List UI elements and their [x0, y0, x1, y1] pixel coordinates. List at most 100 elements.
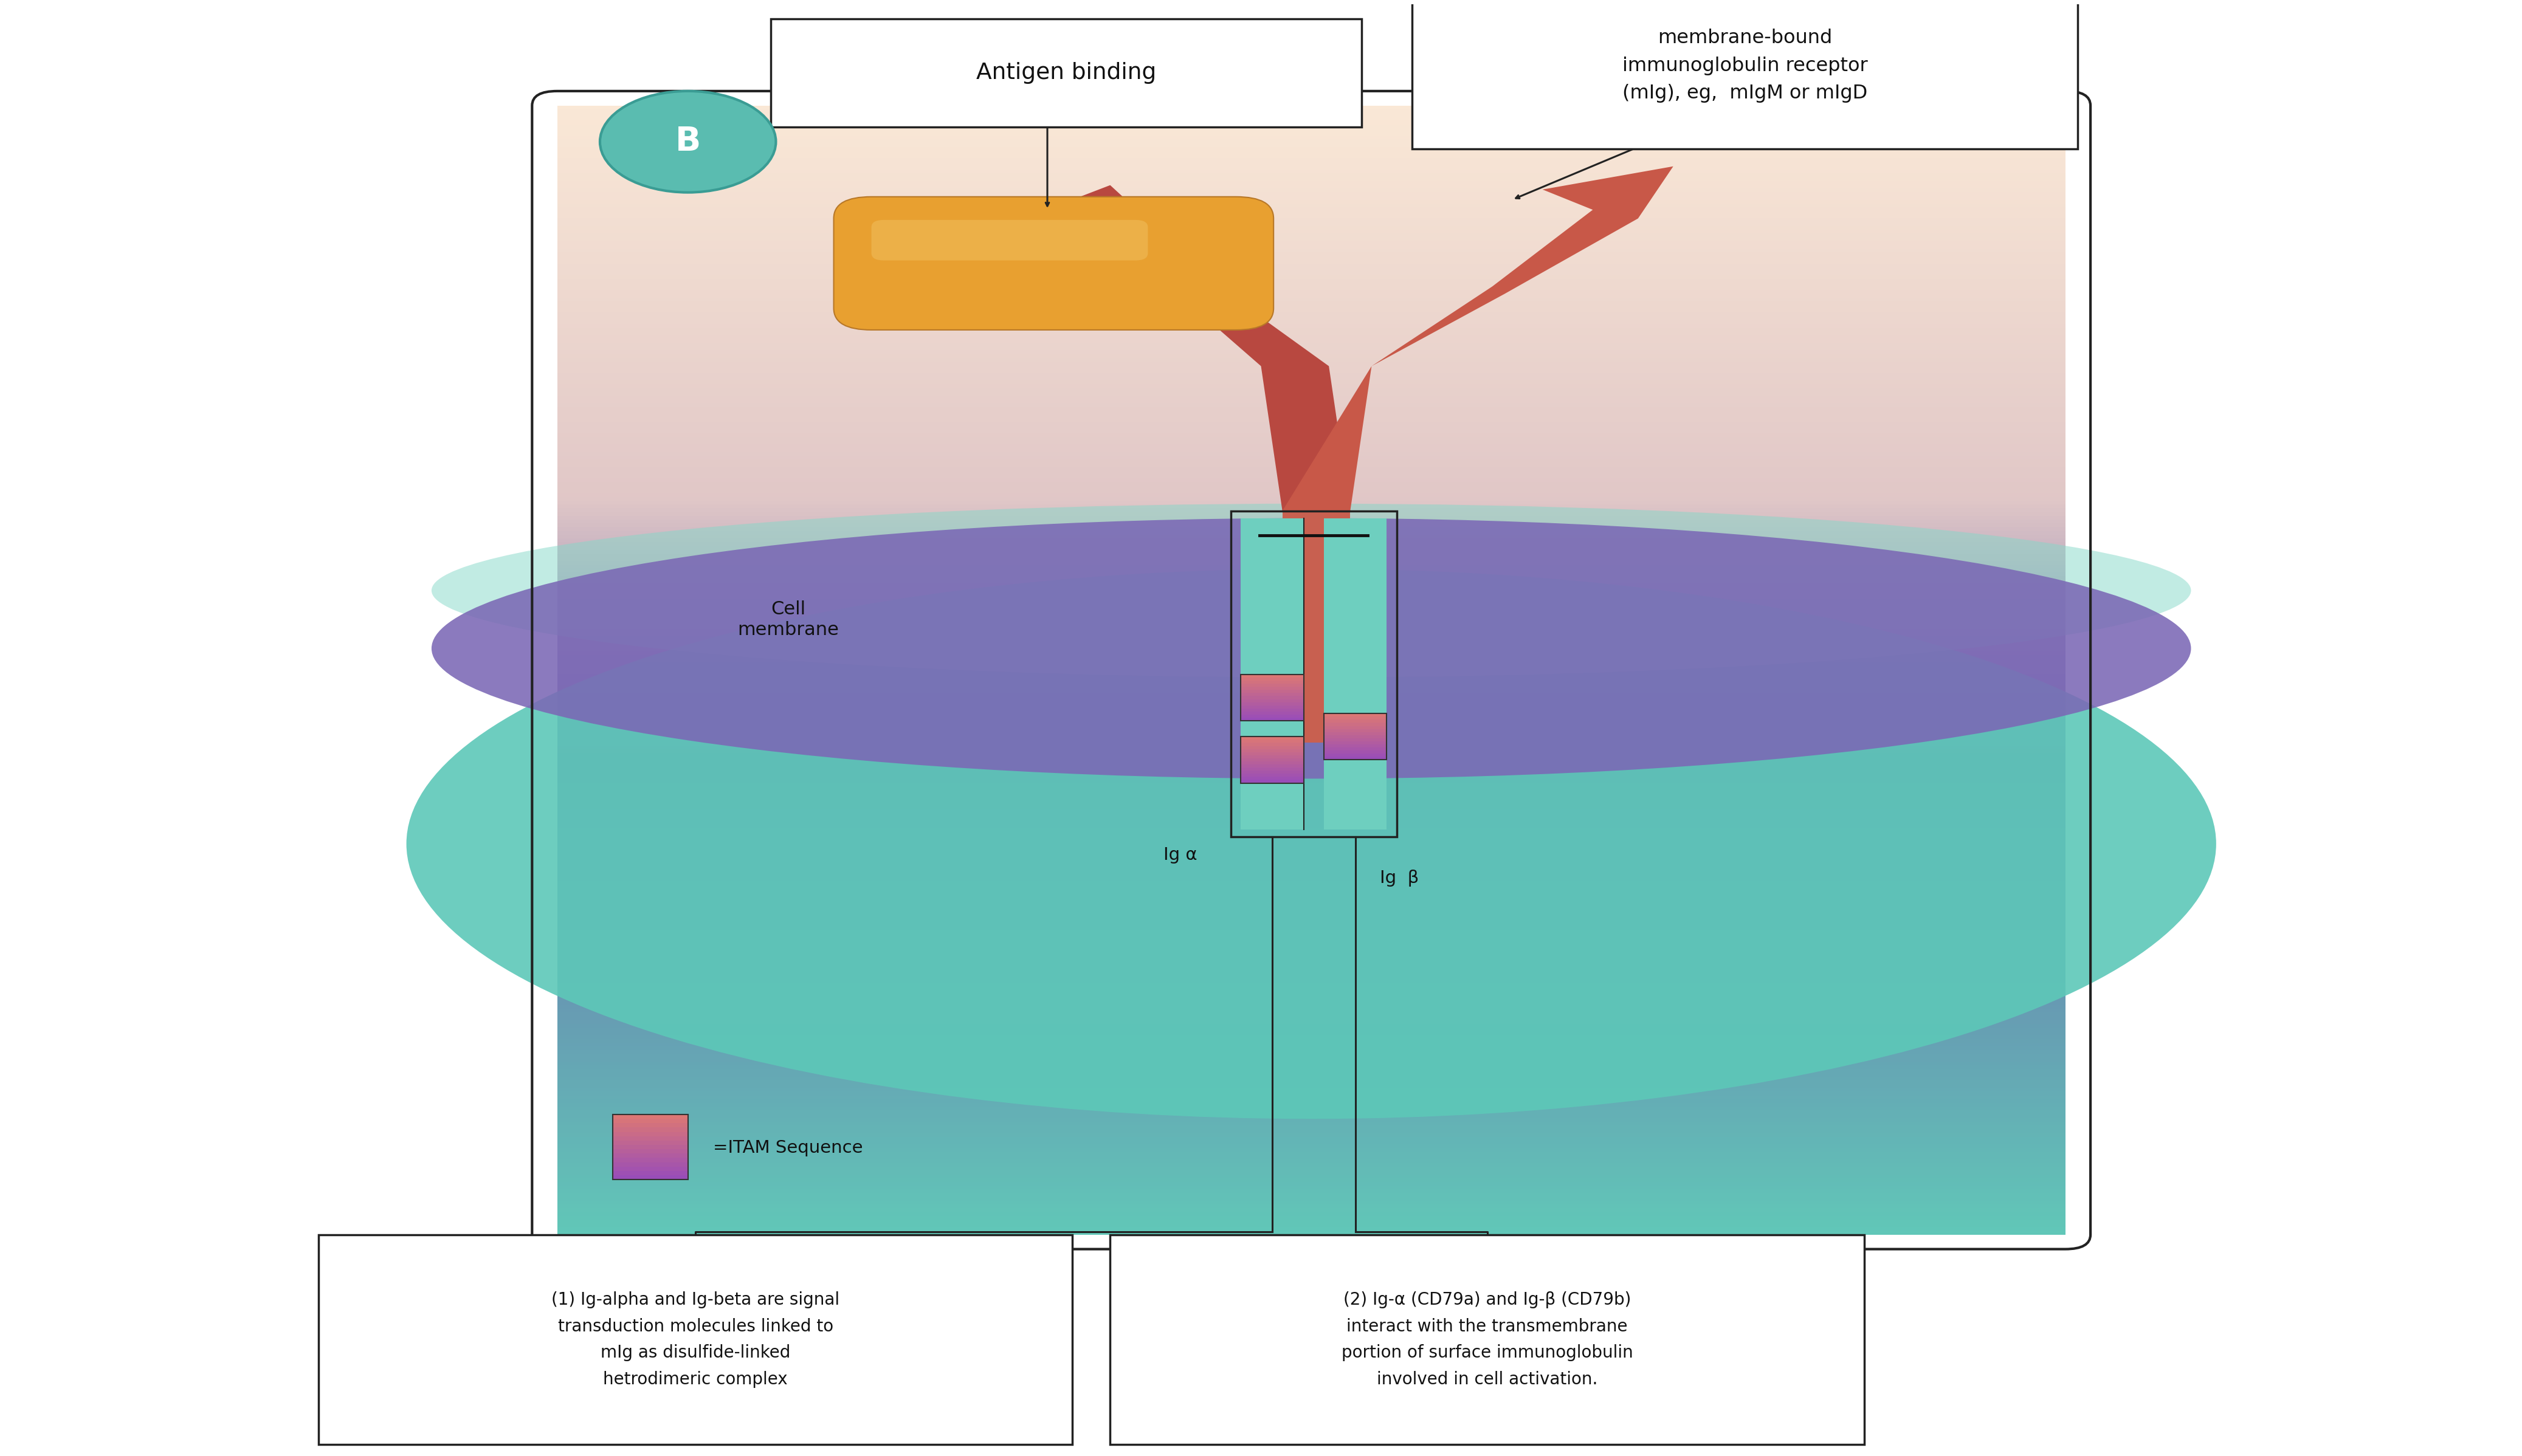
Bar: [557, 249, 2066, 252]
Bar: [557, 805, 2066, 810]
Bar: [557, 960, 2066, 964]
Bar: [1324, 738, 1387, 741]
Bar: [557, 686, 2066, 689]
Bar: [557, 335, 2066, 339]
Bar: [1241, 778, 1304, 780]
Bar: [557, 1185, 2066, 1190]
Bar: [557, 629, 2066, 632]
Bar: [557, 278, 2066, 282]
Bar: [557, 377, 2066, 380]
Bar: [557, 1107, 2066, 1111]
Bar: [1324, 757, 1387, 760]
Bar: [557, 858, 2066, 862]
Bar: [557, 1208, 2066, 1211]
Bar: [557, 546, 2066, 550]
Bar: [557, 903, 2066, 907]
Text: (1) Ig-alpha and Ig-beta are signal
transduction molecules linked to
mIg as disu: (1) Ig-alpha and Ig-beta are signal tran…: [552, 1291, 840, 1388]
Bar: [557, 1220, 2066, 1223]
Bar: [557, 1099, 2066, 1102]
Bar: [557, 553, 2066, 558]
Bar: [557, 1152, 2066, 1156]
Bar: [557, 448, 2066, 451]
Bar: [557, 689, 2066, 693]
Bar: [557, 869, 2066, 874]
Bar: [557, 1035, 2066, 1040]
Bar: [557, 441, 2066, 444]
Bar: [557, 757, 2066, 760]
Bar: [557, 1054, 2066, 1057]
Bar: [1241, 687, 1304, 690]
Bar: [1324, 735, 1387, 738]
Bar: [557, 722, 2066, 727]
Bar: [557, 489, 2066, 494]
Text: Cell
membrane: Cell membrane: [739, 600, 840, 638]
Bar: [557, 727, 2066, 731]
Bar: [557, 651, 2066, 655]
Bar: [557, 387, 2066, 392]
Bar: [557, 1137, 2066, 1140]
Bar: [557, 1050, 2066, 1054]
Bar: [557, 1061, 2066, 1066]
Bar: [557, 900, 2066, 903]
Bar: [557, 1088, 2066, 1092]
Bar: [557, 230, 2066, 233]
Bar: [557, 1182, 2066, 1185]
Bar: [557, 365, 2066, 368]
Bar: [557, 1047, 2066, 1050]
Bar: [557, 741, 2066, 745]
Bar: [557, 309, 2066, 313]
Bar: [1241, 718, 1304, 721]
Bar: [557, 264, 2066, 268]
Bar: [557, 1042, 2066, 1047]
Bar: [557, 558, 2066, 561]
Bar: [557, 520, 2066, 523]
Bar: [1324, 727, 1387, 729]
Bar: [557, 821, 2066, 824]
Bar: [557, 143, 2066, 147]
Bar: [557, 1166, 2066, 1171]
Bar: [557, 888, 2066, 893]
Bar: [557, 430, 2066, 432]
Bar: [557, 173, 2066, 178]
Bar: [557, 437, 2066, 441]
Bar: [1241, 737, 1304, 783]
Bar: [557, 1144, 2066, 1149]
Bar: [557, 132, 2066, 135]
Bar: [557, 862, 2066, 866]
Bar: [557, 411, 2066, 414]
Bar: [557, 1171, 2066, 1175]
Bar: [557, 539, 2066, 542]
Bar: [557, 561, 2066, 565]
Text: Ig  β: Ig β: [1380, 869, 1420, 887]
Bar: [557, 159, 2066, 162]
Bar: [557, 1163, 2066, 1166]
Bar: [557, 1121, 2066, 1125]
Bar: [557, 406, 2066, 411]
Bar: [557, 199, 2066, 204]
Bar: [557, 275, 2066, 278]
Bar: [557, 347, 2066, 351]
Text: Ig α: Ig α: [1163, 847, 1198, 863]
Bar: [557, 501, 2066, 504]
Ellipse shape: [431, 518, 2192, 779]
Bar: [557, 753, 2066, 757]
Bar: [557, 399, 2066, 403]
Bar: [1324, 747, 1387, 751]
Bar: [557, 304, 2066, 309]
Bar: [557, 496, 2066, 501]
Bar: [557, 151, 2066, 154]
Bar: [1241, 702, 1304, 705]
Bar: [613, 1166, 689, 1171]
Bar: [1324, 713, 1387, 760]
Bar: [557, 994, 2066, 997]
Bar: [613, 1158, 689, 1162]
Bar: [557, 1095, 2066, 1099]
Bar: [557, 613, 2066, 617]
Bar: [557, 1156, 2066, 1159]
Bar: [1241, 674, 1304, 677]
Bar: [557, 964, 2066, 967]
Bar: [557, 598, 2066, 603]
Bar: [557, 976, 2066, 978]
Bar: [1324, 716, 1387, 719]
Bar: [557, 1140, 2066, 1144]
